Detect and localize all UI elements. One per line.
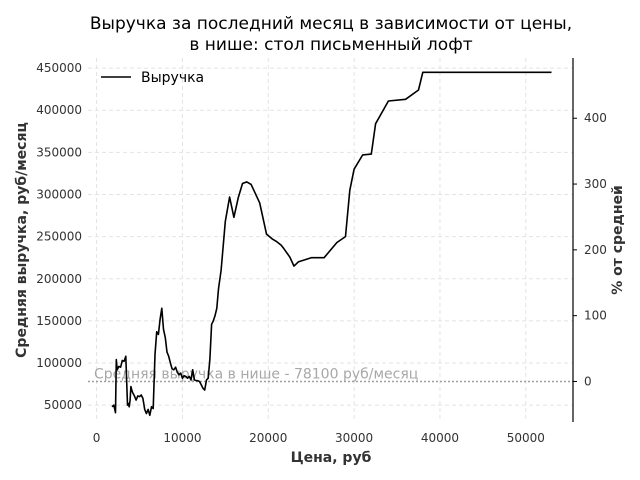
y-right-tick-label: 200 [584, 243, 607, 257]
chart-title-line-1: Выручка за последний месяц в зависимости… [90, 14, 572, 34]
x-tick-labels: 0 10000 20000 30000 40000 50000 [93, 431, 545, 445]
y-tick-label: 350000 [36, 145, 82, 159]
y-right-tick-label: 300 [584, 177, 607, 191]
y-tick-label: 150000 [36, 314, 82, 328]
series-group [111, 71, 552, 417]
y-axis-label: Средняя выручка, руб/месяц [14, 122, 30, 358]
average-reference-label: Средняя выручка в нише - 78100 руб/месяц [94, 366, 418, 382]
revenue-series-line [111, 71, 552, 417]
y-right-tick-label: 100 [584, 309, 607, 323]
x-tick-label: 30000 [335, 431, 373, 445]
y-right-tick-labels: 0 100 200 300 400 [573, 111, 607, 388]
y-tick-label: 450000 [36, 61, 82, 75]
reference-line-group: Средняя выручка в нише - 78100 руб/месяц [88, 366, 573, 382]
x-tick-label: 20000 [249, 431, 287, 445]
y-tick-label: 200000 [36, 272, 82, 286]
legend-label: Выручка [141, 70, 204, 86]
x-tick-label: 0 [93, 431, 101, 445]
y-tick-label: 300000 [36, 188, 82, 202]
x-axis-label: Цена, руб [291, 450, 372, 466]
y-tick-label: 100000 [36, 356, 82, 370]
y-tick-label: 250000 [36, 230, 82, 244]
y-tick-label: 400000 [36, 103, 82, 117]
chart-title-line-2: в нише: стол письменный лофт [189, 35, 472, 55]
y-right-tick-label: 400 [584, 111, 607, 125]
y-right-axis-label: % от средней [610, 185, 626, 295]
x-tick-label: 50000 [507, 431, 545, 445]
legend: Выручка [101, 70, 204, 86]
y-right-tick-label: 0 [584, 374, 592, 388]
grid [88, 58, 573, 422]
x-tick-label: 40000 [421, 431, 459, 445]
x-tick-label: 10000 [163, 431, 201, 445]
y-tick-label: 50000 [44, 398, 82, 412]
y-tick-labels: 50000 100000 150000 200000 250000 300000 35000… [36, 61, 82, 412]
